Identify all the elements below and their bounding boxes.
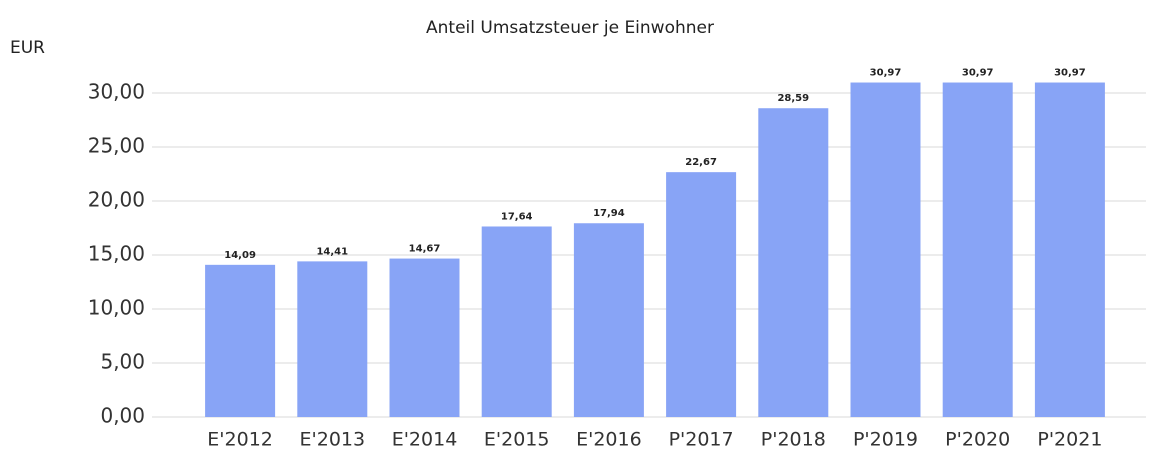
x-tick-label: P'2020 (945, 429, 1010, 451)
x-tick-label: P'2018 (761, 429, 826, 451)
y-tick-label: 30,00 (88, 80, 145, 104)
bar (942, 82, 1013, 418)
x-tick-label: E'2014 (392, 429, 458, 451)
value-label: 22,67 (685, 157, 717, 168)
x-tick-label: P'2021 (1037, 429, 1102, 451)
bar (850, 82, 921, 418)
x-tick-label: P'2019 (853, 429, 918, 451)
y-tick-label: 25,00 (88, 134, 145, 158)
x-tick-label: P'2017 (669, 429, 734, 451)
y-tick-label: 5,00 (100, 350, 145, 374)
x-tick-label: E'2012 (207, 429, 273, 451)
value-label: 30,97 (1054, 68, 1086, 79)
bar (389, 258, 460, 417)
value-label: 14,09 (224, 250, 256, 261)
y-axis-label: EUR (10, 38, 45, 58)
value-label: 14,67 (409, 244, 441, 255)
bar (481, 226, 552, 417)
y-tick-label: 0,00 (100, 404, 145, 428)
value-label: 14,41 (316, 246, 348, 257)
y-tick-label: 20,00 (88, 188, 145, 212)
bar (666, 172, 737, 417)
value-label: 28,59 (777, 93, 809, 104)
value-label: 17,94 (593, 208, 625, 219)
bar (297, 261, 368, 417)
value-label: 30,97 (870, 68, 902, 79)
bar (205, 264, 276, 417)
y-tick-label: 15,00 (88, 242, 145, 266)
chart-title: Anteil Umsatzsteuer je Einwohner (426, 18, 714, 38)
bar (573, 223, 644, 417)
value-label: 30,97 (962, 68, 994, 79)
x-tick-label: E'2016 (576, 429, 642, 451)
value-label: 17,64 (501, 211, 533, 222)
bar (758, 108, 829, 417)
x-tick-label: E'2015 (484, 429, 550, 451)
bar (1034, 82, 1105, 418)
y-tick-label: 10,00 (88, 296, 145, 320)
x-tick-label: E'2013 (300, 429, 366, 451)
